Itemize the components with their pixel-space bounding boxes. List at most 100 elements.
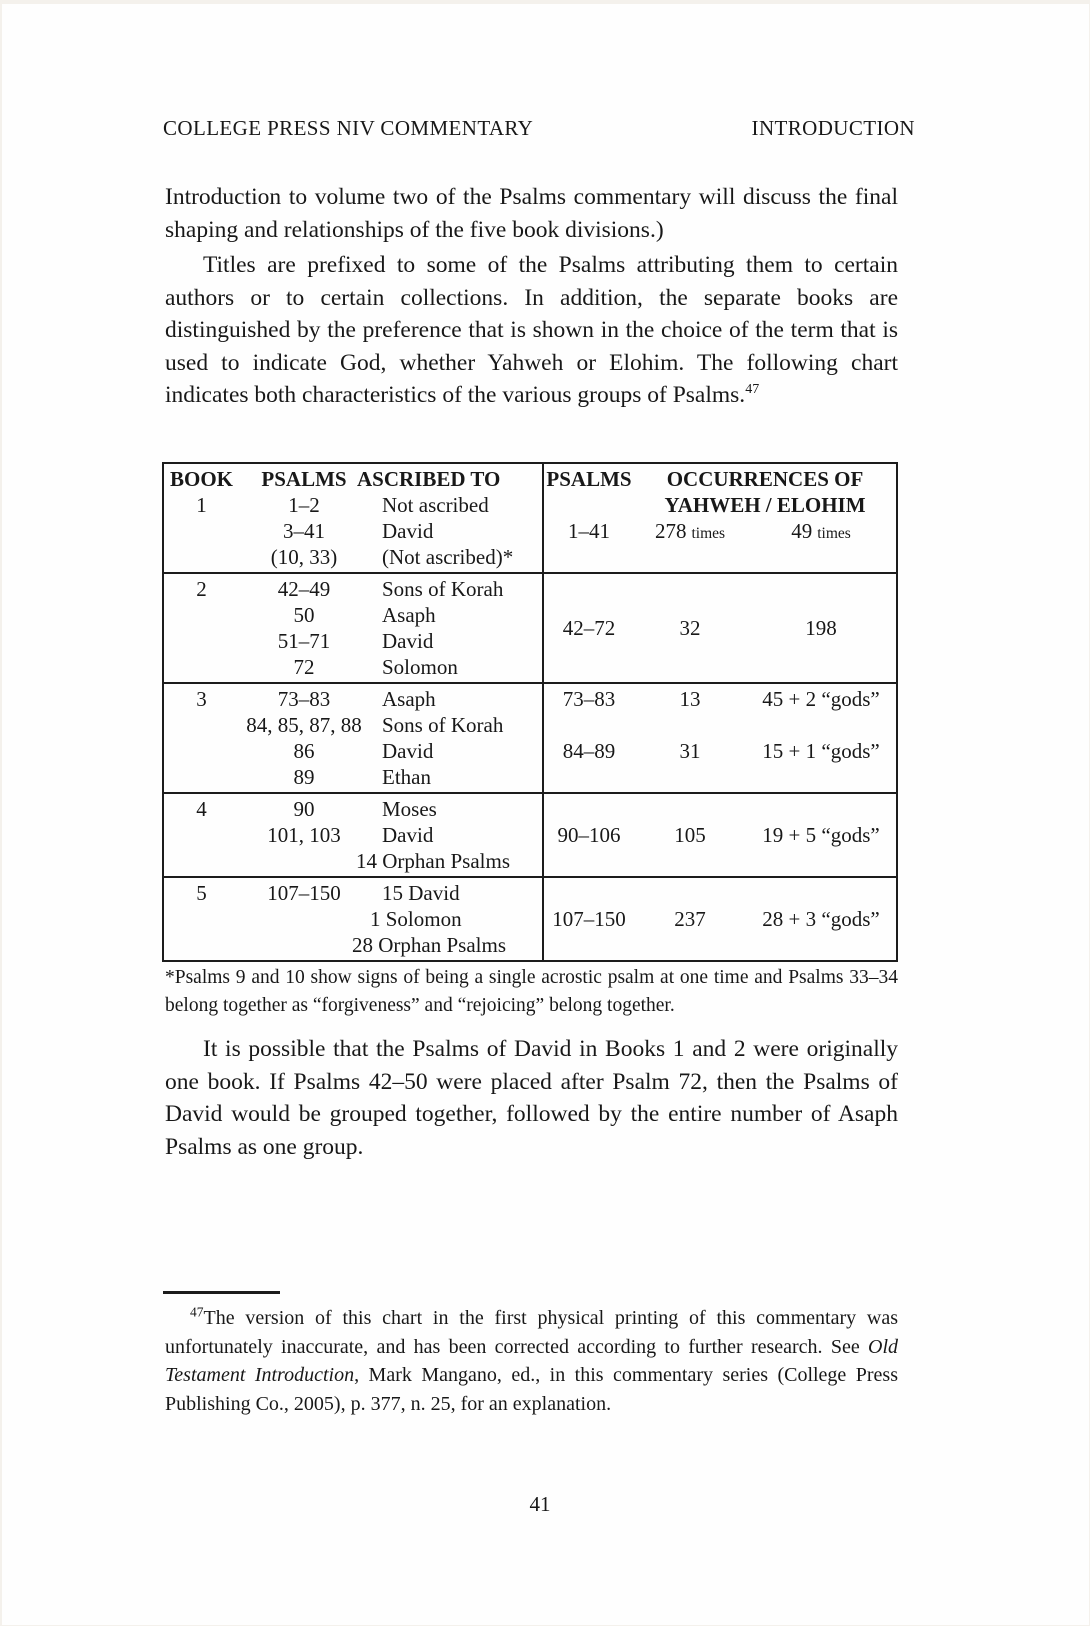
table-line: 86 David <box>164 738 542 764</box>
table-line: 101, 103 David <box>164 822 542 848</box>
table-line: (10, 33) (Not ascribed)* <box>164 544 542 570</box>
cell-ascribed: Sons of Korah <box>382 577 504 601</box>
cell-ascribed: David <box>382 519 434 543</box>
book-2-right: 42–72 32 198 <box>542 574 896 682</box>
cell-psalms: 89 <box>293 765 315 789</box>
table-line <box>544 764 896 790</box>
cell-elohim-count: 45 + 2 “gods” <box>762 687 880 711</box>
table-line <box>544 712 896 738</box>
table-line: 72 Solomon <box>164 654 542 680</box>
cell-yahweh-count: 278 times <box>634 518 746 547</box>
header-psalms: PSALMS <box>261 467 347 491</box>
psalms-table: BOOK PSALMS ASCRIBED TO 1 1–2 Not ascrib… <box>162 462 898 962</box>
table-line: 14 Orphan Psalms <box>164 848 542 874</box>
table-header-line: YAHWEH / ELOHIM <box>544 492 896 518</box>
table-line: 3 73–83 Asaph <box>164 686 542 712</box>
cell-psalms: 51–71 <box>277 629 331 653</box>
running-head: COLLEGE PRESS NIV COMMENTARY INTRODUCTIO… <box>163 116 915 141</box>
cell-yahweh-count: 32 <box>679 616 701 640</box>
cell-ascribed: Not ascribed <box>382 493 489 517</box>
table-line: 90–106 105 19 + 5 “gods” <box>544 822 896 848</box>
table-header-line: PSALMS OCCURRENCES OF <box>544 466 896 492</box>
cell-elohim-count: 49 times <box>746 518 896 547</box>
footnote-47-marker: 47 <box>190 1304 204 1320</box>
table-line: 89 Ethan <box>164 764 542 790</box>
cell-yahweh-count: 31 <box>679 739 701 763</box>
footnote-47-book-title: Old Testament Introduction <box>165 1335 898 1387</box>
footnote-47: 47The version of this chart in the first… <box>165 1304 898 1418</box>
cell-ascribed: 14 Orphan Psalms <box>356 849 510 873</box>
table-line: 107–150 237 28 + 3 “gods” <box>544 906 896 932</box>
table-line: 4 90 Moses <box>164 796 542 822</box>
page-background: COLLEGE PRESS NIV COMMENTARY INTRODUCTIO… <box>2 4 1089 1625</box>
table-header-line: BOOK PSALMS ASCRIBED TO <box>164 466 542 492</box>
paragraph-titles: Titles are prefixed to some of the Psalm… <box>165 249 898 412</box>
cell-ascribed: Sons of Korah <box>382 713 504 737</box>
table-row-book-1: BOOK PSALMS ASCRIBED TO 1 1–2 Not ascrib… <box>164 464 896 572</box>
cell-book-number: 3 <box>196 687 207 711</box>
table-line: 1–41 278 times 49 times <box>544 518 896 544</box>
cell-psalms: 42–49 <box>277 577 331 601</box>
cell-psalms: 90 <box>293 797 315 821</box>
elohim-unit: times <box>817 525 851 542</box>
paragraph-david-psalms: It is possible that the Psalms of David … <box>165 1036 898 1160</box>
cell-ascribed: 1 Solomon <box>370 907 462 931</box>
cell-ascribed: 15 David <box>382 881 460 905</box>
table-line: 84–89 31 15 + 1 “gods” <box>544 738 896 764</box>
cell-ascribed: David <box>382 739 434 763</box>
footnote-reference-47: 47 <box>745 382 760 398</box>
cell-ascribed: Solomon <box>382 655 458 679</box>
cell-psalms: 72 <box>293 655 315 679</box>
cell-ascribed: Moses <box>382 797 437 821</box>
cell-psalms: 73–83 <box>277 687 331 711</box>
header-ascribed-to: ASCRIBED TO <box>357 467 501 491</box>
cell-ascribed: 28 Orphan Psalms <box>352 933 506 957</box>
table-line: 50 Asaph <box>164 602 542 628</box>
cell-ascribed: Asaph <box>382 687 436 711</box>
table-line: 3–41 David <box>164 518 542 544</box>
cell-yahweh-count: 13 <box>679 687 701 711</box>
cell-psalms-range: 84–89 <box>562 739 616 763</box>
footnote-separator-rule <box>163 1291 280 1294</box>
table-line: 84, 85, 87, 88 Sons of Korah <box>164 712 542 738</box>
table-line: 42–72 32 198 <box>544 615 896 641</box>
cell-psalms-range: 90–106 <box>557 823 621 847</box>
header-occurrences-line2: YAHWEH / ELOHIM <box>664 493 866 517</box>
cell-ascribed: Ethan <box>382 765 431 789</box>
table-line: 5 107–150 15 David <box>164 880 542 906</box>
yahweh-unit: times <box>691 525 726 542</box>
book-3-right: 73–83 13 45 + 2 “gods” 84–89 31 15 + 1 “… <box>542 684 896 792</box>
header-book: BOOK <box>169 467 233 491</box>
cell-psalms: 84, 85, 87, 88 <box>246 713 362 737</box>
book-5-right: 107–150 237 28 + 3 “gods” <box>542 878 896 960</box>
cell-elohim-count: 28 + 3 “gods” <box>762 907 880 931</box>
cell-ascribed: David <box>382 823 434 847</box>
cell-psalms-range: 42–72 <box>562 616 616 640</box>
cell-ascribed: Asaph <box>382 603 436 627</box>
table-row-book-5: 5 107–150 15 David 1 Solomon 28 Orphan P… <box>164 876 896 960</box>
footnote-47-text-1: The version of this chart in the first p… <box>165 1307 898 1358</box>
yahweh-number: 278 <box>654 519 687 543</box>
cell-psalms-range: 107–150 <box>552 907 626 931</box>
header-psalms-right: PSALMS <box>546 467 632 491</box>
book-1-left: BOOK PSALMS ASCRIBED TO 1 1–2 Not ascrib… <box>164 464 542 572</box>
cell-elohim-count: 19 + 5 “gods” <box>762 823 880 847</box>
paragraph-titles-text: Titles are prefixed to some of the Psalm… <box>165 252 898 408</box>
table-line <box>544 544 896 570</box>
cell-ascribed: David <box>382 629 434 653</box>
book-4-right: 90–106 105 19 + 5 “gods” <box>542 794 896 876</box>
running-head-right: INTRODUCTION <box>751 116 915 140</box>
cell-book-number: 1 <box>196 493 207 517</box>
table-row-book-3: 3 73–83 Asaph 84, 85, 87, 88 Sons of Kor… <box>164 682 896 792</box>
cell-yahweh-count: 105 <box>674 823 706 847</box>
cell-psalms: 1–2 <box>288 493 320 517</box>
cell-psalms: 101, 103 <box>267 823 341 847</box>
book-5-left: 5 107–150 15 David 1 Solomon 28 Orphan P… <box>164 878 542 960</box>
page-number: 41 <box>529 1492 551 1516</box>
book-2-left: 2 42–49 Sons of Korah 50 Asaph 51–71 Dav… <box>164 574 542 682</box>
table-footnote-asterisk: *Psalms 9 and 10 show signs of being a s… <box>165 967 898 1016</box>
cell-psalms: 3–41 <box>283 519 325 543</box>
table-row-book-2: 2 42–49 Sons of Korah 50 Asaph 51–71 Dav… <box>164 572 896 682</box>
cell-psalms-range: 1–41 <box>568 519 610 543</box>
table-row-book-4: 4 90 Moses 101, 103 David 14 Orphan Psal… <box>164 792 896 876</box>
